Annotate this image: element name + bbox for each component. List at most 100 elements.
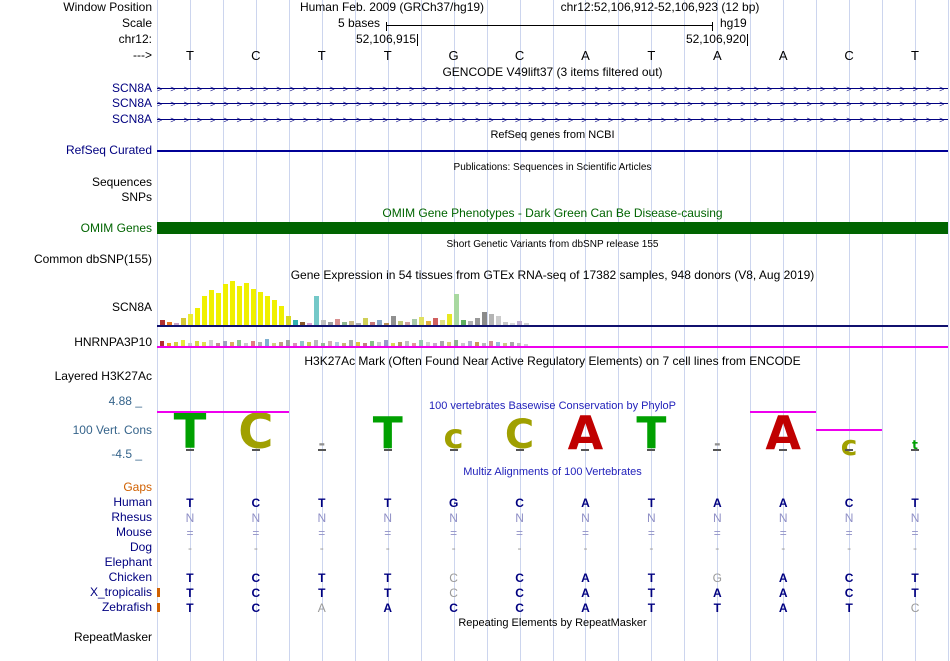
gridline: [157, 0, 158, 661]
track-label-layered-h3k27ac[interactable]: Layered H3K27Ac: [54, 369, 152, 383]
alignment-base: C: [515, 496, 524, 510]
gtex-expression-bar: [258, 292, 263, 326]
alignment-base: N: [712, 511, 722, 525]
alignment-base: T: [186, 586, 194, 600]
species-label[interactable]: Mouse: [115, 525, 152, 539]
reference-base: T: [185, 48, 194, 63]
track-label-repeatmasker[interactable]: RepeatMasker: [73, 630, 152, 644]
gtex-expression-bar: [223, 284, 228, 326]
alignment-base: N: [317, 511, 327, 525]
alignment-base: C: [515, 601, 524, 615]
reference-base: C: [514, 48, 525, 63]
track-label-gtex-hnrnpa3p10[interactable]: HNRNPA3P10: [74, 335, 152, 349]
species-label[interactable]: Rhesus: [111, 510, 152, 524]
track-label-gtex-scn8a[interactable]: SCN8A: [111, 300, 152, 314]
gtex-expression-bar: [244, 343, 248, 346]
alignment-base: N: [251, 511, 261, 525]
alignment-base: =: [450, 526, 458, 540]
track-label-100-vert-cons[interactable]: 100 Vert. Cons: [72, 423, 152, 437]
species-label[interactable]: Human: [113, 495, 152, 509]
gtex-expression-bar: [160, 341, 164, 346]
phylop-score-line: [750, 411, 817, 413]
alignment-base: -: [187, 541, 192, 555]
phylop-score-line: [816, 429, 883, 431]
gtex-expression-bar: [496, 342, 500, 346]
coordinate-right-tick: [747, 34, 748, 46]
alignment-base: N: [515, 511, 524, 525]
track-label-sequences[interactable]: Sequences: [91, 175, 152, 189]
gtex-expression-bar: [405, 341, 409, 346]
gene-transcript-line[interactable]: >>>>>>>>>>>>>>>>>>>>>>>>>>>>>>>>>>>>>>>>…: [157, 115, 948, 125]
alignment-base: C: [515, 586, 524, 600]
gtex-expression-bar: [307, 323, 312, 326]
species-label[interactable]: Elephant: [104, 555, 152, 569]
track-label-scn8a-3[interactable]: SCN8A: [111, 112, 152, 126]
track-label-omim-genes[interactable]: OMIM Genes: [80, 221, 152, 235]
conservation-baseline-tick: [449, 449, 458, 451]
gtex-expression-bar: [216, 343, 220, 346]
alignment-base: C: [449, 571, 458, 585]
track-label-refseq-curated[interactable]: RefSeq Curated: [65, 143, 152, 157]
multiz-track-title: Multiz Alignments of 100 Vertebrates: [463, 466, 642, 478]
gridline: [256, 0, 257, 661]
alignment-base: -: [319, 541, 324, 555]
species-label[interactable]: Dog: [129, 540, 152, 554]
alignment-base: C: [910, 601, 920, 615]
alignment-base: T: [647, 586, 656, 600]
gtex-expression-bar: [433, 318, 438, 326]
track-label-gaps[interactable]: Gaps: [123, 480, 152, 494]
gene-transcript-line[interactable]: >>>>>>>>>>>>>>>>>>>>>>>>>>>>>>>>>>>>>>>>…: [157, 84, 948, 94]
gtex-expression-bar: [468, 341, 472, 346]
gtex-expression-bar: [454, 340, 458, 346]
gtex-expression-bar: [251, 289, 256, 326]
conservation-baseline-tick: [251, 449, 260, 451]
alignment-base: -: [913, 541, 918, 555]
gtex-expression-bar: [503, 343, 507, 346]
gtex-expression-bar: [230, 342, 234, 346]
alignment-base: A: [778, 586, 788, 600]
omim-gene-bar[interactable]: [157, 222, 948, 234]
gene-transcript-line[interactable]: >>>>>>>>>>>>>>>>>>>>>>>>>>>>>>>>>>>>>>>>…: [157, 99, 948, 109]
gtex-expression-bar: [328, 322, 333, 326]
gtex-track-title: Gene Expression in 54 tissues from GTEx …: [290, 268, 815, 282]
conservation-letter: -: [713, 434, 721, 453]
gtex-expression-bar: [279, 342, 283, 346]
gridline: [849, 0, 850, 661]
gtex-expression-bar: [174, 342, 178, 346]
alignment-base: =: [911, 526, 919, 540]
alignment-base: -: [847, 541, 852, 555]
gtex-expression-bar: [391, 343, 395, 346]
conservation-baseline-tick: [317, 449, 326, 451]
gtex-expression-bar: [447, 342, 451, 346]
coordinate-right: 52,106,920: [685, 32, 746, 46]
gridline: [915, 0, 916, 661]
reference-base: G: [448, 48, 459, 63]
alignment-base: A: [778, 496, 788, 510]
conservation-letter: A: [567, 405, 604, 460]
alignment-base: -: [715, 541, 720, 555]
species-label[interactable]: Zebrafish: [101, 600, 152, 614]
gtex-expression-bar: [468, 321, 473, 326]
species-label[interactable]: Chicken: [108, 570, 152, 584]
gtex-expression-bar: [405, 322, 410, 326]
track-label-common-dbsnp[interactable]: Common dbSNP(155): [33, 252, 152, 266]
track-label-scn8a-2[interactable]: SCN8A: [111, 96, 152, 110]
gtex-expression-bar: [342, 322, 347, 326]
species-label[interactable]: X_tropicalis: [89, 585, 152, 599]
alignment-base: =: [252, 526, 260, 540]
refseq-track-title: RefSeq genes from NCBI: [490, 129, 615, 141]
alignment-base: C: [251, 571, 261, 585]
alignment-base: A: [581, 571, 590, 585]
refseq-curated-gene-line[interactable]: [157, 150, 948, 152]
alignment-base: =: [384, 526, 392, 540]
track-label-scn8a-1[interactable]: SCN8A: [111, 81, 152, 95]
alignment-base: C: [251, 601, 261, 615]
track-label-snps[interactable]: SNPs: [121, 190, 152, 204]
strand-direction-label: --->: [133, 48, 152, 62]
alignment-base: A: [581, 586, 590, 600]
alignment-base: C: [844, 496, 854, 510]
conservation-letter: c: [443, 416, 464, 457]
gtex-expression-bar: [244, 283, 249, 326]
phylop-track-title: 100 vertebrates Basewise Conservation by…: [428, 400, 677, 412]
gtex-expression-bar: [377, 342, 381, 346]
